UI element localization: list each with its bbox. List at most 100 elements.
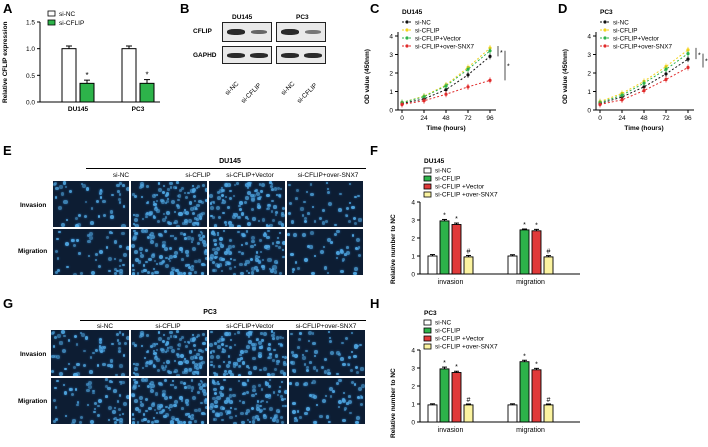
cell (161, 190, 165, 195)
cell (228, 361, 231, 364)
significance-marker: * (455, 364, 458, 371)
cell (156, 403, 161, 408)
cell (188, 350, 192, 354)
cell (338, 192, 342, 196)
cell (227, 411, 231, 415)
cell (152, 216, 156, 220)
cell (351, 380, 355, 384)
cell (107, 418, 111, 421)
cell (238, 250, 241, 253)
cell (214, 400, 219, 405)
cell (238, 205, 241, 208)
cell (187, 385, 191, 389)
cell (96, 413, 100, 417)
micrograph (130, 377, 208, 425)
cell (153, 271, 157, 274)
cell (102, 200, 106, 204)
cell (110, 210, 114, 214)
cell (173, 255, 177, 259)
cell (73, 366, 77, 370)
cell (140, 229, 145, 234)
cell (224, 399, 228, 404)
cell (292, 369, 295, 372)
cell (144, 397, 149, 402)
cell (237, 331, 240, 334)
cell (188, 201, 192, 205)
cell (94, 348, 99, 353)
cell (313, 220, 317, 223)
micrograph (288, 329, 366, 377)
cell (157, 406, 161, 410)
cell (124, 341, 128, 345)
cell (174, 219, 179, 224)
cell (348, 182, 352, 186)
cell (136, 272, 139, 275)
cell (276, 336, 280, 340)
cell (163, 378, 167, 382)
cell (113, 421, 118, 424)
cell (228, 196, 232, 200)
cell (194, 221, 197, 225)
cell (146, 419, 150, 423)
legend-label: si-CFLIP (613, 27, 638, 34)
cell (356, 237, 361, 242)
cell (225, 344, 228, 348)
cell (202, 243, 207, 248)
cell (164, 365, 167, 368)
cell (170, 266, 175, 271)
cell (162, 218, 167, 223)
cell (183, 359, 187, 364)
cell (54, 196, 58, 199)
bar (79, 82, 95, 103)
cell (167, 370, 171, 373)
legend-label: si-CFLIP (435, 176, 460, 183)
cell (354, 195, 357, 198)
cell (157, 232, 162, 237)
cell (143, 268, 147, 273)
cell (145, 351, 148, 354)
cell (224, 182, 229, 187)
cell (326, 371, 331, 376)
cell (186, 403, 190, 407)
cell (61, 192, 65, 196)
cell (118, 342, 122, 345)
blot-protein-cflip: CFLIP (193, 28, 212, 35)
cell (255, 338, 258, 342)
cell (191, 189, 196, 193)
x-tick-label: invasion (438, 279, 464, 286)
cell (118, 407, 122, 411)
cell (219, 386, 224, 391)
cell (253, 243, 257, 246)
cell (348, 201, 351, 204)
cell (280, 187, 283, 191)
cell (241, 233, 245, 237)
cell (175, 268, 179, 272)
lane-label-1: si-NC (224, 80, 241, 97)
x-tick-label: migration (516, 279, 545, 286)
cell (282, 336, 285, 340)
cell (92, 391, 96, 395)
cell (321, 221, 326, 225)
cell (156, 348, 159, 352)
cell (250, 271, 255, 275)
cell (281, 380, 284, 383)
cell (191, 338, 196, 342)
cell (121, 333, 125, 336)
cell (266, 235, 270, 239)
cell (86, 234, 90, 238)
cell (225, 363, 230, 368)
panel-label-f: F (370, 143, 378, 158)
cell (83, 350, 86, 353)
cell (56, 257, 60, 260)
cell (269, 223, 274, 227)
cell (191, 389, 194, 392)
cell (187, 272, 191, 275)
cell (233, 421, 238, 424)
cell (161, 393, 166, 397)
cell (213, 382, 217, 386)
cell (194, 216, 197, 220)
cell (305, 191, 308, 194)
cell (272, 359, 275, 362)
cell (227, 332, 232, 337)
panel-e-col-2: si-CFLIP (185, 172, 211, 179)
